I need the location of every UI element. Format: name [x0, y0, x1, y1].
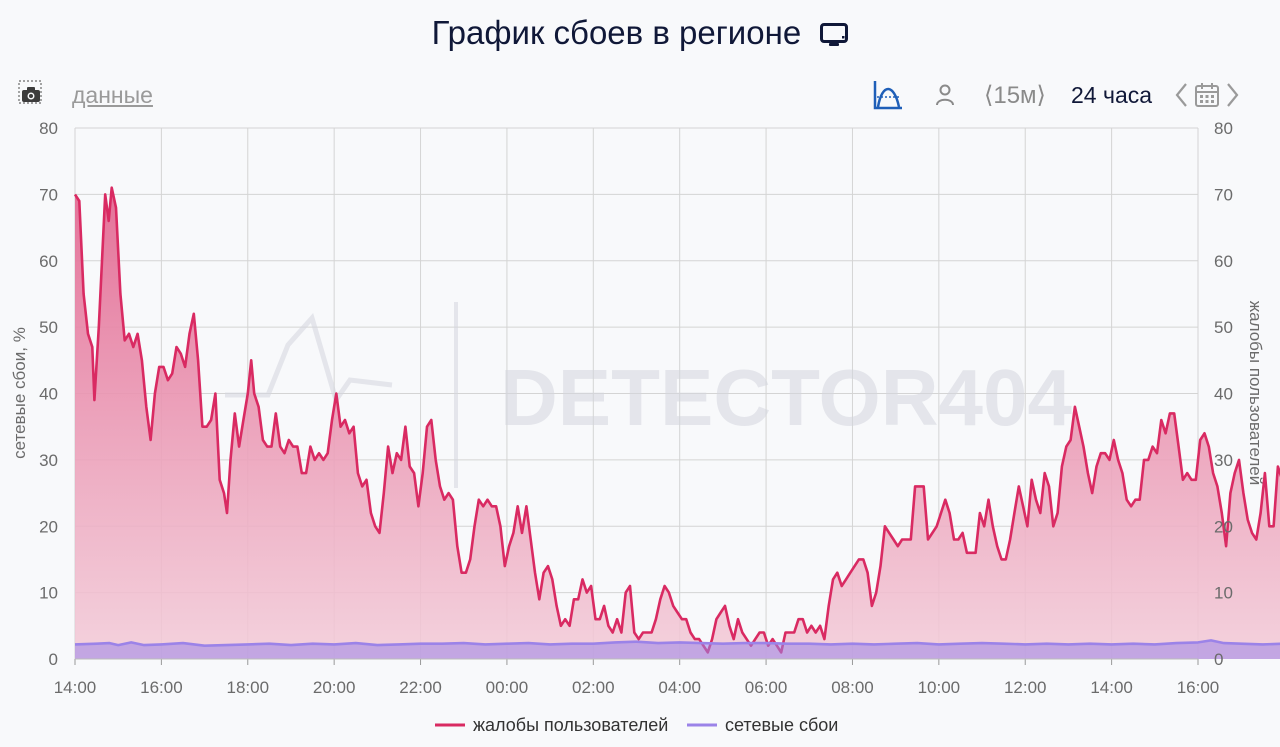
toolbar-right: ⟨15м⟩ 24 часа [872, 78, 1252, 112]
y-tick-label-right: 20 [1214, 517, 1233, 536]
x-tick-label: 18:00 [226, 678, 269, 697]
series-line-outages [74, 639, 1280, 647]
y-tick-label-right: 50 [1214, 318, 1233, 337]
calendar-icon[interactable] [1194, 78, 1220, 112]
series-area-complaints [75, 187, 1280, 659]
legend-label-complaints: жалобы пользователей [473, 715, 668, 735]
legend-label-outages: сетевые сбои [725, 715, 838, 735]
x-tick-label: 02:00 [572, 678, 615, 697]
x-tick-label: 06:00 [745, 678, 788, 697]
y-tick-label-left: 20 [39, 517, 58, 536]
chevron-right-icon[interactable] [1226, 78, 1240, 112]
x-tick-label: 00:00 [486, 678, 529, 697]
y-tick-label-right: 40 [1214, 385, 1233, 404]
x-tick-label: 14:00 [54, 678, 97, 697]
page-title: График сбоев в регионе [0, 14, 1280, 55]
page-title-text: График сбоев в регионе [431, 14, 802, 51]
y-tick-label-left: 40 [39, 385, 58, 404]
camera-icon[interactable] [18, 80, 44, 111]
chevron-left-icon[interactable] [1174, 78, 1188, 112]
x-tick-label: 10:00 [918, 678, 961, 697]
user-icon[interactable] [934, 78, 956, 112]
x-tick-label: 22:00 [399, 678, 442, 697]
y-axis-label-left: сетевые сбои, % [10, 327, 29, 459]
y-tick-label-right: 80 [1214, 119, 1233, 138]
series-layer [73, 186, 1280, 659]
interval-selector[interactable]: ⟨15м⟩ [984, 81, 1046, 109]
y-tick-label-right: 30 [1214, 451, 1233, 470]
x-tick-label: 08:00 [831, 678, 874, 697]
x-tick-label: 20:00 [313, 678, 356, 697]
range-selector[interactable]: 24 часа [1071, 81, 1153, 108]
y-tick-label-left: 70 [39, 185, 58, 204]
x-tick-label: 14:00 [1090, 678, 1133, 697]
x-tick-label: 04:00 [658, 678, 701, 697]
x-tick-label: 16:00 [1177, 678, 1220, 697]
toolbar-left: данные [18, 80, 153, 111]
y-tick-label-left: 10 [39, 584, 58, 603]
data-link[interactable]: данные [72, 82, 153, 108]
curve-chart-icon[interactable] [872, 78, 904, 112]
y-tick-label-left: 0 [49, 650, 58, 669]
y-tick-label-right: 10 [1214, 584, 1233, 603]
watermark: DETECTOR404 [225, 302, 1073, 488]
x-tick-label: 12:00 [1004, 678, 1047, 697]
x-tick-label: 16:00 [140, 678, 183, 697]
legend-item-complaints[interactable]: жалобы пользователей [435, 715, 668, 735]
y-tick-label-right: 0 [1214, 650, 1223, 669]
y-tick-label-right: 60 [1214, 252, 1233, 271]
y-tick-label-left: 50 [39, 318, 58, 337]
tv-icon [820, 17, 849, 55]
legend: жалобы пользователей сетевые сбои [435, 715, 838, 735]
watermark-logo [225, 312, 393, 406]
legend-item-outages[interactable]: сетевые сбои [687, 715, 838, 735]
axes: 0 0 10 10 20 20 30 30 40 40 50 50 60 60 70 70 80 80 14:00 1… [39, 119, 1233, 697]
y-tick-label-left: 30 [39, 451, 58, 470]
series-line-complaints [73, 186, 1280, 654]
watermark-text: DETECTOR404 [500, 353, 1073, 442]
y-tick-label-right: 70 [1214, 185, 1233, 204]
y-axis-label-right: жалобы пользователей [1246, 301, 1265, 485]
y-tick-label-left: 80 [39, 119, 58, 138]
y-tick-label-left: 60 [39, 252, 58, 271]
